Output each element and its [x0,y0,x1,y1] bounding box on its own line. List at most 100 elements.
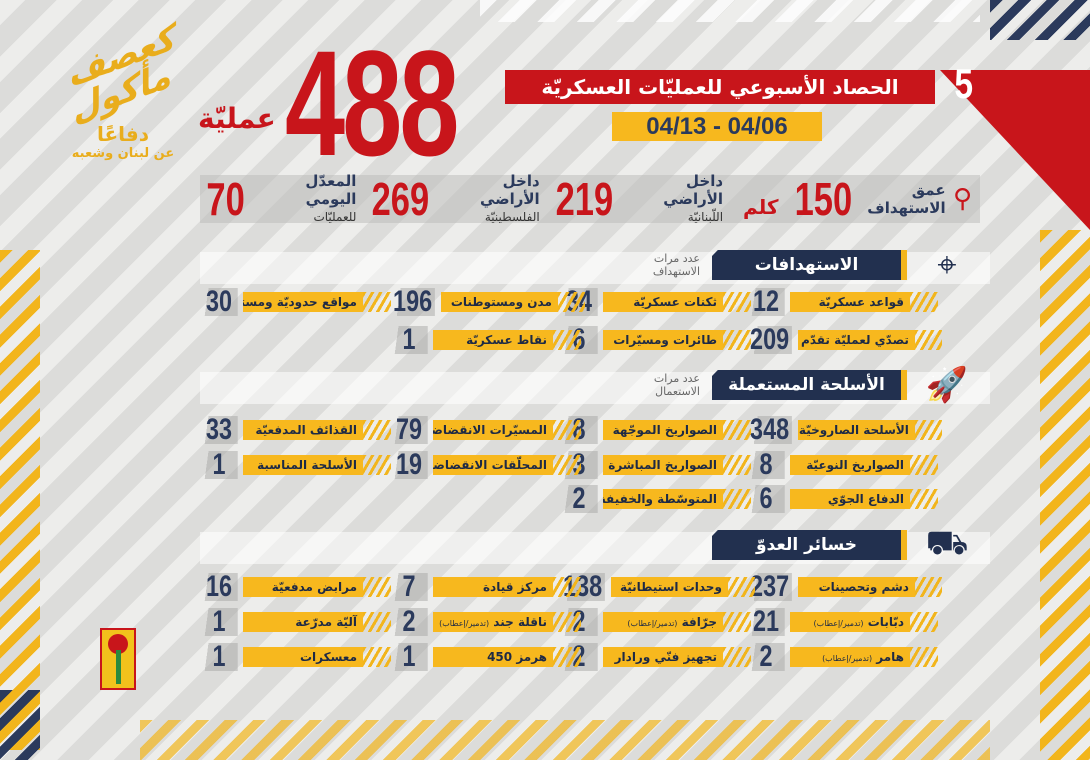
item-label: تصدّي لعمليّة تقدّم [801,333,909,347]
stripe-decor [553,330,581,350]
item-label-box: معسكرات [243,647,363,667]
item-label: جرّافة [681,615,717,629]
stat-value: 269 [371,173,430,225]
crosshair-icon: ⌖ [937,245,957,285]
stripe-decor [723,455,751,475]
stat-item: 79 المسيّرات الانقضاضيّة [385,415,585,445]
decor-stripes [140,720,990,760]
item-value: 16 [200,572,238,602]
stripe-decor [723,612,751,632]
item-label-box: الأسلحة الصاروخيّة [798,420,915,440]
item-label-box: المحلّقات الانقضاضيّة [433,455,553,475]
stat-item: 1 آليّة مدرّعة [195,607,395,637]
stat-label-top: داخل الأراضي [479,172,540,208]
decor-stripes [0,690,40,760]
stat-item: 8 الصواريخ النوعيّة [742,450,942,480]
item-value: 237 [748,572,793,602]
item-label: الصواريخ المباشرة [608,458,717,472]
stat-label-bottom: الفلسطينيّة [484,210,540,224]
item-value: 1 [390,642,428,672]
item-label: المتوسّطة والخفيفة [603,492,717,506]
stat-item: 1 معسكرات [195,642,395,672]
stat-item: 1 هرمز 450 [385,642,585,672]
item-label: ناقلة جند [493,615,547,629]
item-value: 1 [200,642,238,672]
logo-line2: عن لبنان وشعبه [71,146,175,161]
item-label: نقاط عسكريّة [466,333,547,347]
item-label-box: طائرات ومسيّرات [603,330,723,350]
decor-stripes [0,250,40,750]
stat-item: 3الصواريخ المباشرة [555,450,755,480]
stat-label: عمق الاستهداف [867,181,945,217]
item-value: 21 [747,607,785,637]
stripe-decor [723,420,751,440]
item-label: الدفاع الجوّي [827,492,904,506]
item-label-box: جرّافة (تدمير/إعطاب) [603,612,723,632]
stripe-decor [910,292,938,312]
item-label-box: المسيّرات الانقضاضيّة [433,420,553,440]
stat-item: 237 دشم وتحصينات [742,572,943,602]
emblem-logo [100,628,136,690]
stat-label: داخل الأراضي اللّبنانيّة [628,172,723,226]
item-label-box: مدن ومستوطنات [441,292,558,312]
stripe-decor [723,489,751,509]
stripe-decor [914,330,943,350]
stat-label-top: داخل الأراضي [663,172,724,208]
stripe-decor [363,292,391,312]
stat-item: 12 قواعد عسكريّة [742,287,942,317]
section-title: خسائر العدوّ [712,530,907,560]
count-label: عدد مرات الاستهداف [652,252,700,278]
stat-item: 209 تصدّي لعمليّة تقدّم [742,325,943,355]
item-label: مدن ومستوطنات [450,295,552,309]
item-label: المسيّرات الانقضاضيّة [433,423,547,437]
stat-item: 2تجهيز فنّي ورادار [555,642,755,672]
item-label-box: دبّابات (تدمير/إعطاب) [790,612,910,632]
item-value: 196 [391,287,436,317]
item-label: طائرات ومسيّرات [613,333,717,347]
item-label-box: هرمز 450 [433,647,553,667]
stat-label-bottom: للعمليّات [313,210,357,224]
stat-item: 1 الأسلحة المناسبة [195,450,395,480]
item-value: 1 [200,607,238,637]
item-value: 33 [200,415,238,445]
item-value: 7 [390,572,428,602]
item-label: مواقع حدوديّة ومستحدثة [243,295,357,309]
stripe-decor [723,330,751,350]
stats-bar: ⚲ عمق الاستهداف 150 كلم داخل الأراضي اللّبناني… [200,172,980,226]
item-value: 79 [390,415,428,445]
stat-label: داخل الأراضي الفلسطينيّة [445,172,540,226]
item-label: تجهيز فنّي ورادار [614,650,717,664]
stripe-decor [553,612,581,632]
stripe-decor [910,455,938,475]
item-label: دشم وتحصينات [818,580,909,594]
item-value: 2 [747,642,785,672]
item-label: المحلّقات الانقضاضيّة [433,458,547,472]
stat-unit: كلم [743,195,779,219]
stat-label-top: المعدّل اليومي [305,172,357,208]
item-value: 19 [390,450,428,480]
item-label: هامر [876,650,904,664]
stat-item: 2 هامر (تدمير/إعطاب) [742,642,942,672]
item-label-box: هامر (تدمير/إعطاب) [790,647,910,667]
item-note: (تدمير/إعطاب) [822,654,873,663]
item-value: 30 [200,287,238,317]
item-label-box: الصواريخ الموجّهة [603,420,723,440]
item-label: هرمز 450 [487,650,547,664]
stat-item: 6 الدفاع الجوّي [742,484,942,514]
item-label: ثكنات عسكريّة [633,295,717,309]
campaign-logo: كعصف مأكول دفاعًا عن لبنان وشعبه [58,15,188,200]
stat-label-bottom: الاستهداف [867,199,946,217]
stat-item: 2جرّافة (تدمير/إعطاب) [555,607,755,637]
item-label-box: وحدات استيطانيّة [611,577,728,597]
stripe-decor [910,612,938,632]
stripe-decor [723,647,751,667]
item-label-box: تصدّي لعمليّة تقدّم [798,330,915,350]
stat-item: 7 مركز قيادة [385,572,585,602]
item-label-box: المتوسّطة والخفيفة [603,489,723,509]
stat-item: 33 القذائف المدفعيّة [195,415,395,445]
stripe-decor [557,292,586,312]
item-label-box: دشم وتحصينات [798,577,915,597]
stat-item: 16 مرابض مدفعيّة [195,572,395,602]
decor-stripes [990,0,1090,40]
stat-label: المعدّل اليومي للعمليّات [257,172,356,226]
